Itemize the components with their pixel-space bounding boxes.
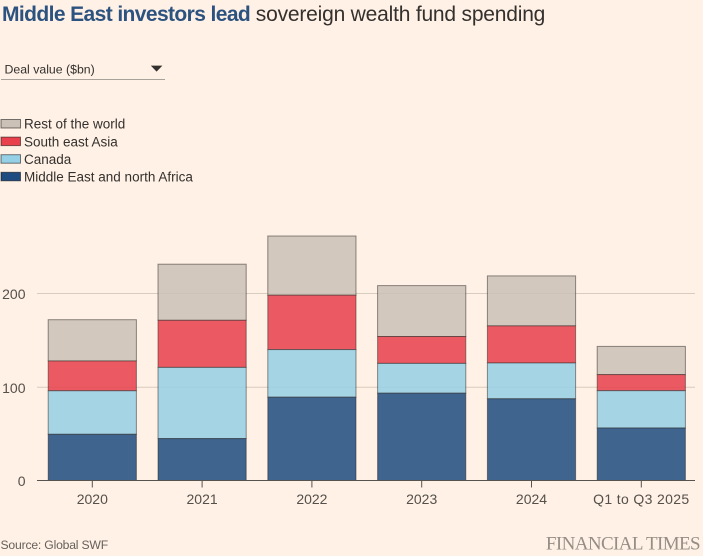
svg-text:Deal value ($bn): Deal value ($bn) [5,63,95,77]
svg-text:200: 200 [2,286,26,302]
svg-text:Canada: Canada [24,152,72,167]
svg-text:Q1 to Q3 2025: Q1 to Q3 2025 [593,491,689,507]
svg-text:South east Asia: South east Asia [24,134,118,149]
svg-text:Rest of the world: Rest of the world [24,117,125,132]
svg-text:2021: 2021 [187,491,218,507]
svg-text:2022: 2022 [296,491,327,507]
svg-text:Source: Global SWF: Source: Global SWF [1,538,108,552]
svg-text:Middle East investors lead sov: Middle East investors lead sovereign wea… [2,3,545,26]
svg-text:0: 0 [18,473,26,489]
svg-text:Middle East and north Africa: Middle East and north Africa [24,170,193,185]
svg-text:2024: 2024 [516,491,547,507]
svg-text:2023: 2023 [406,491,437,507]
svg-text:2020: 2020 [77,491,108,507]
svg-text:FINANCIAL TIMES: FINANCIAL TIMES [546,534,700,555]
svg-text:100: 100 [2,380,26,396]
